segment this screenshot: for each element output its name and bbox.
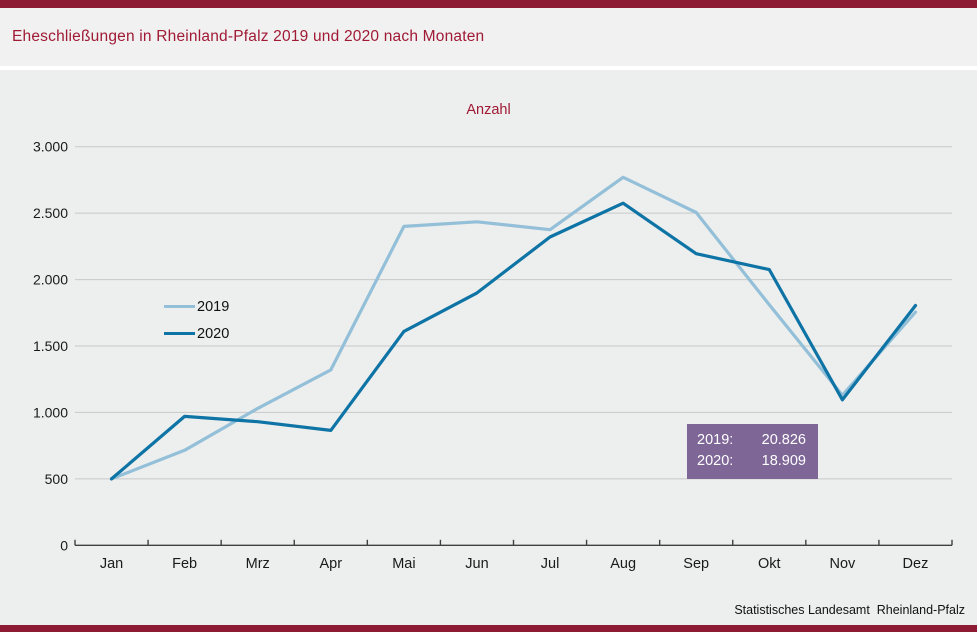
- svg-text:2.500: 2.500: [33, 205, 68, 221]
- legend: 2019 2020: [164, 293, 229, 347]
- page-title: Eheschließungen in Rheinland-Pfalz 2019 …: [12, 28, 485, 45]
- legend-swatch-2019: [164, 305, 195, 308]
- svg-text:2.000: 2.000: [33, 272, 68, 288]
- totals-value-2020: 18.909: [761, 453, 806, 469]
- legend-label-2020: 2020: [197, 325, 230, 342]
- totals-label-2020: 2020:: [697, 453, 734, 469]
- svg-text:Jan: Jan: [100, 556, 123, 572]
- totals-value-2019: 20.826: [761, 432, 806, 448]
- svg-text:Mrz: Mrz: [246, 556, 270, 572]
- svg-text:1.500: 1.500: [33, 338, 68, 354]
- value-axis-title: Anzahl: [466, 102, 511, 118]
- source-credit: Statistisches Landesamt Rheinland-Pfalz: [734, 603, 965, 617]
- legend-label-2019: 2019: [197, 298, 230, 315]
- svg-text:Nov: Nov: [829, 556, 856, 572]
- svg-text:1.000: 1.000: [33, 404, 68, 420]
- svg-text:Aug: Aug: [610, 556, 636, 572]
- bottom-accent-bar: [0, 625, 977, 632]
- svg-text:500: 500: [45, 471, 69, 487]
- top-accent-bar: [0, 0, 977, 8]
- chart-area: Anzahl 0 500 1.000 1.500 2.000 2.500 3.000 Jan F…: [0, 70, 977, 625]
- totals-label-2019: 2019:: [697, 432, 734, 448]
- annual-totals-box: 2019: 20.826 2020: 18.909: [687, 424, 818, 479]
- totals-row-2019: 2019: 20.826: [697, 430, 806, 451]
- totals-row-2020: 2020: 18.909: [697, 451, 806, 472]
- title-band: Eheschließungen in Rheinland-Pfalz 2019 …: [0, 8, 977, 66]
- chart-canvas: 0 500 1.000 1.500 2.000 2.500 3.000 Jan Feb Mrz Ap…: [33, 139, 953, 572]
- svg-text:Sep: Sep: [683, 556, 709, 572]
- svg-text:Jun: Jun: [465, 556, 488, 572]
- svg-text:Jul: Jul: [541, 556, 560, 572]
- svg-text:Dez: Dez: [903, 556, 929, 572]
- svg-text:3.000: 3.000: [33, 139, 68, 155]
- svg-text:Okt: Okt: [758, 556, 781, 572]
- svg-text:Mai: Mai: [392, 556, 415, 572]
- legend-item-2020: 2020: [164, 320, 229, 347]
- svg-text:Feb: Feb: [172, 556, 197, 572]
- svg-text:Apr: Apr: [320, 556, 343, 572]
- svg-text:0: 0: [60, 537, 68, 553]
- legend-swatch-2020: [164, 332, 195, 335]
- separator-line: [0, 66, 977, 70]
- legend-item-2019: 2019: [164, 293, 229, 320]
